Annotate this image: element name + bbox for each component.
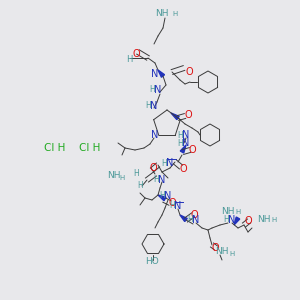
Text: N: N <box>158 175 166 185</box>
Text: H: H <box>159 191 165 200</box>
Polygon shape <box>180 145 186 153</box>
Text: NH: NH <box>215 247 229 256</box>
Text: H: H <box>161 158 167 167</box>
Text: H: H <box>133 169 139 178</box>
Polygon shape <box>180 215 187 221</box>
Text: NH: NH <box>155 10 169 19</box>
Text: N: N <box>174 201 182 211</box>
Text: O: O <box>179 164 187 174</box>
Text: H: H <box>153 176 159 184</box>
Text: H: H <box>137 181 143 190</box>
Text: H: H <box>236 209 241 215</box>
Text: N: N <box>150 101 158 111</box>
Text: O: O <box>132 49 140 59</box>
Text: Cl H: Cl H <box>44 143 66 153</box>
Polygon shape <box>171 113 179 120</box>
Text: HO: HO <box>145 257 159 266</box>
Text: O: O <box>188 145 196 155</box>
Text: O: O <box>244 216 252 226</box>
Text: H: H <box>119 175 124 181</box>
Text: N: N <box>192 215 200 225</box>
Text: O: O <box>184 110 192 120</box>
Text: Cl H: Cl H <box>79 143 101 153</box>
Text: N: N <box>154 85 162 95</box>
Text: NH: NH <box>107 170 121 179</box>
Text: N: N <box>228 215 236 225</box>
Text: N: N <box>151 69 159 79</box>
Text: H: H <box>230 251 235 257</box>
Text: N: N <box>166 158 174 168</box>
Text: H: H <box>223 215 229 224</box>
Text: H: H <box>272 217 277 223</box>
Text: H: H <box>169 202 175 211</box>
Text: H: H <box>149 85 155 94</box>
Text: N: N <box>164 191 172 201</box>
Text: NH: NH <box>257 215 271 224</box>
Text: O: O <box>190 210 198 220</box>
Text: H: H <box>126 55 132 64</box>
Polygon shape <box>158 195 166 201</box>
Polygon shape <box>158 70 164 77</box>
Text: NH: NH <box>221 208 235 217</box>
Text: O: O <box>185 67 193 77</box>
Text: O: O <box>149 163 157 173</box>
Polygon shape <box>234 217 240 225</box>
Text: N: N <box>151 130 159 140</box>
Text: N: N <box>182 130 190 140</box>
Text: O: O <box>211 243 219 253</box>
Text: H: H <box>187 215 193 224</box>
Text: O: O <box>168 198 176 208</box>
Text: N: N <box>182 138 190 148</box>
Text: H: H <box>177 130 183 140</box>
Text: H: H <box>177 139 183 148</box>
Text: H: H <box>172 11 178 17</box>
Text: H: H <box>145 101 151 110</box>
